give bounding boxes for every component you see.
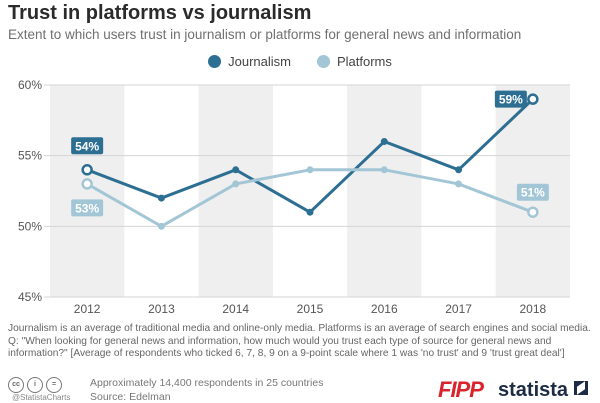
legend-item-platforms: Platforms — [316, 54, 392, 69]
y-tick-label: 55% — [18, 149, 42, 163]
x-tick-label: 2015 — [297, 302, 324, 316]
by-icon: i — [27, 377, 43, 393]
data-label: 53% — [75, 201, 99, 215]
band-2012 — [50, 85, 125, 297]
chart-title: Trust in platforms vs journalism — [8, 2, 312, 24]
data-point-journalism — [455, 166, 463, 174]
x-tick-label: 2013 — [148, 302, 175, 316]
chart-subtitle: Extent to which users trust in journalis… — [8, 27, 522, 42]
social-handle: @StatistaCharts — [12, 393, 71, 402]
data-point-journalism — [306, 208, 314, 216]
data-point-platforms — [527, 206, 539, 218]
series-line-platforms — [86, 168, 534, 228]
data-label-box — [71, 137, 104, 155]
footnote-line-1: Journalism is an average of traditional … — [8, 323, 591, 334]
band-2014 — [198, 85, 273, 297]
data-point-platforms — [306, 166, 314, 174]
data-label: 54% — [75, 139, 99, 153]
nd-icon: = — [46, 377, 62, 393]
data-label-box — [494, 90, 527, 108]
data-point-platforms — [455, 180, 463, 188]
license-icons: cc i = — [8, 377, 62, 393]
x-tick-label: 2012 — [74, 302, 101, 316]
data-label-box — [516, 183, 549, 201]
x-tick-label: 2014 — [222, 302, 249, 316]
footer: cc i = @StatistaCharts Approximately 14,… — [0, 373, 600, 403]
source-note: Source: Edelman — [90, 391, 171, 403]
data-label: 59% — [499, 93, 523, 107]
data-point-journalism — [380, 138, 388, 146]
data-point-platforms — [232, 180, 240, 188]
legend: Journalism Platforms — [0, 54, 600, 69]
line-chart: 45% 50% 55% 60% 2012 2013 2014 2015 2016 2017 2018… — [18, 78, 570, 316]
data-point-platforms — [157, 222, 165, 230]
band-2016 — [347, 85, 422, 297]
legend-label-platforms: Platforms — [336, 54, 392, 69]
data-point-journalism — [232, 166, 240, 174]
cc-icon: cc — [8, 377, 24, 393]
respondents-note: Approximately 14,400 respondents in 25 c… — [90, 377, 324, 389]
x-tick-label: 2016 — [371, 302, 398, 316]
legend-item-journalism: Journalism — [208, 54, 291, 69]
legend-label-journalism: Journalism — [228, 54, 291, 69]
data-point-journalism — [527, 93, 539, 105]
legend-swatch-journalism — [208, 55, 222, 68]
y-tick-label: 45% — [18, 290, 42, 304]
x-tick-label: 2018 — [520, 302, 547, 316]
data-point-platforms — [380, 166, 388, 174]
data-label: 51% — [521, 186, 545, 200]
y-tick-label: 50% — [18, 219, 42, 233]
legend-swatch-platforms — [316, 55, 330, 68]
footnote: Journalism is an average of traditional … — [8, 323, 596, 361]
data-point-platforms — [81, 178, 93, 190]
data-label-box — [71, 199, 104, 217]
data-point-journalism — [81, 164, 93, 176]
statista-logo-mark-icon — [574, 381, 588, 395]
x-tick-label: 2017 — [445, 302, 472, 316]
statista-logo[interactable]: statista — [498, 379, 569, 401]
data-point-journalism — [157, 194, 165, 202]
fipp-logo[interactable]: FIPP — [438, 377, 484, 402]
y-tick-label: 60% — [18, 78, 42, 92]
footnote-line-2: Q: "When looking for general news and in… — [8, 335, 565, 360]
